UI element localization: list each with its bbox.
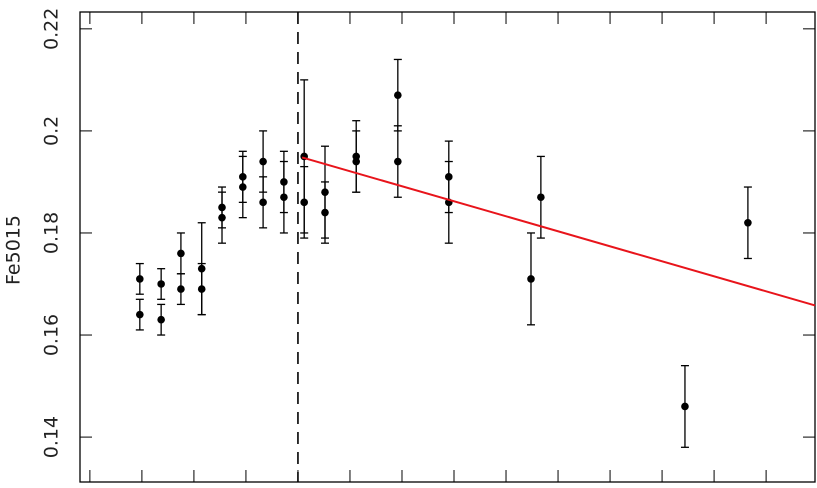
y-tick-label: 0.14 <box>41 416 63 458</box>
data-point <box>218 213 226 222</box>
data-point <box>157 280 165 288</box>
data-point <box>537 193 545 202</box>
data-point <box>681 402 689 411</box>
data-point <box>744 218 752 227</box>
data-point <box>136 275 144 283</box>
data-point <box>527 275 535 283</box>
data-point <box>352 157 361 166</box>
plot-frame <box>79 11 816 483</box>
data-point <box>280 193 288 202</box>
data-point <box>259 157 267 166</box>
data-point <box>300 198 308 207</box>
data-point <box>177 285 185 293</box>
data-point <box>157 315 165 324</box>
y-tick-label: 0.18 <box>41 212 63 254</box>
data-point <box>259 198 267 207</box>
data-point <box>321 208 329 217</box>
data-point <box>394 91 402 99</box>
data-point <box>177 249 185 258</box>
data-point <box>136 310 144 319</box>
data-point <box>394 157 402 166</box>
y-tick-label: 0.22 <box>41 8 63 50</box>
data-point <box>197 285 206 293</box>
fit-line <box>301 156 816 307</box>
data-point <box>239 183 247 191</box>
y-axis-label: Fe5015 <box>3 215 25 285</box>
y-tick-label: 0.2 <box>41 116 63 146</box>
y-tick-label: 0.16 <box>41 314 63 356</box>
